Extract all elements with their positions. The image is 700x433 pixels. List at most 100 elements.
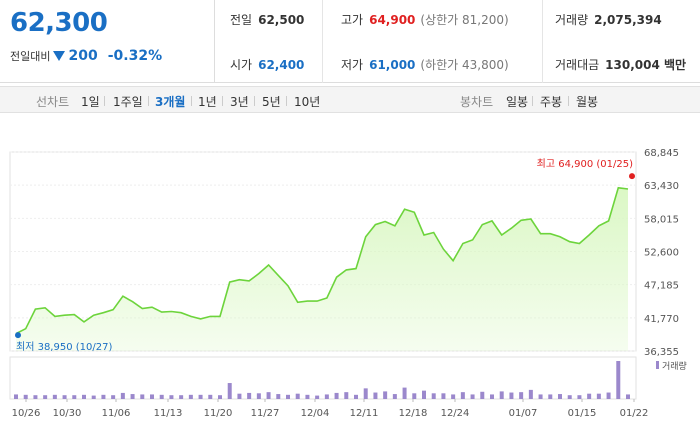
tab-candle-monthly[interactable]: 월봉 (576, 95, 599, 109)
volume-bar (596, 393, 601, 399)
volume-bar (373, 392, 378, 399)
stat-label: 고가 (341, 13, 364, 27)
volume-bar (354, 394, 358, 399)
stat-label: 시가 (230, 58, 253, 72)
volume-bar (208, 394, 213, 399)
quote-header: 62,300 전일대비 200 -0.32% 전일 62,500 시가 62,400… (0, 0, 700, 83)
volume-legend-swatch (656, 361, 659, 369)
tab-divider (254, 96, 255, 106)
volume-bar (324, 394, 329, 399)
volume-bar (538, 394, 543, 399)
volume-bar (159, 394, 164, 399)
high-marker (629, 173, 635, 180)
volume-bar (509, 392, 514, 399)
volume-bar (179, 395, 184, 399)
volume-bar (14, 394, 18, 399)
volume-bar (451, 394, 456, 399)
stat-prev-close: 전일 62,500 (230, 11, 304, 28)
x-tick-label: 12/18 (399, 408, 428, 419)
x-tick-label: 01/22 (620, 408, 649, 419)
volume-bar (169, 395, 174, 399)
volume-bar (315, 395, 320, 399)
stat-high: 고가 64,900 (상한가 81,200) (341, 11, 509, 28)
stat-value: 62,500 (258, 13, 305, 27)
line-chart-label: 선차트 (36, 95, 70, 109)
volume-bar (392, 394, 397, 399)
stat-open: 시가 62,400 (230, 56, 304, 73)
volume-bar (558, 394, 562, 399)
volume-bar (286, 394, 290, 399)
volume-bar (548, 394, 553, 399)
stat-value: 2,075,394 (594, 13, 662, 27)
tab-period-1d[interactable]: 1일 (81, 95, 100, 109)
volume-bar (460, 392, 465, 399)
volume-bar (402, 387, 407, 399)
stat-label: 저가 (341, 58, 364, 72)
x-tick-label: 11/20 (204, 408, 233, 419)
tab-divider (222, 96, 223, 106)
tab-period-5y[interactable]: 5년 (262, 95, 281, 109)
tab-candle-daily[interactable]: 일봉 (506, 95, 529, 109)
stat-label: 거래대금 (555, 58, 600, 72)
tab-period-1w[interactable]: 1주일 (113, 95, 143, 109)
volume-bar (120, 392, 125, 399)
x-tick-label: 10/26 (12, 408, 41, 419)
volume-bar (344, 392, 349, 399)
volume-bar (499, 391, 504, 399)
current-price: 62,300 (10, 8, 108, 38)
high-annotation: 최고 64,900 (01/25) (537, 158, 633, 170)
volume-legend-label: 거래량 (662, 360, 687, 372)
change-label: 전일대비 (10, 50, 51, 63)
column-divider (322, 0, 323, 83)
volume-plot-frame (9, 356, 637, 400)
candle-chart-label: 봉차트 (460, 95, 494, 109)
volume-bar (528, 389, 533, 399)
tab-period-3m[interactable]: 3개월 (155, 95, 186, 109)
volume-bar (140, 394, 145, 399)
change-percent: -0.32% (107, 48, 163, 64)
volume-bar (188, 394, 193, 399)
volume-bar (490, 394, 494, 399)
volume-bar (266, 392, 271, 399)
volume-bar (470, 394, 475, 399)
x-tick-label: 01/07 (509, 408, 538, 419)
volume-bar (227, 383, 232, 399)
x-tick-label: 01/15 (568, 408, 597, 419)
volume-bar (198, 394, 203, 399)
low-annotation: 최저 38,950 (10/27) (16, 341, 112, 353)
volume-bar (276, 394, 281, 399)
volume-bar (218, 395, 222, 399)
tab-divider (532, 96, 533, 106)
tab-period-10y[interactable]: 10년 (294, 95, 321, 109)
stat-amount: 거래대금 130,004 백만 (555, 56, 686, 73)
current-price-box: 62,300 전일대비 200 -0.32% (0, 0, 215, 83)
tab-period-3y[interactable]: 3년 (230, 95, 249, 109)
stat-sub: (하한가 43,800) (420, 58, 509, 72)
stat-volume: 거래량 2,075,394 (555, 11, 662, 28)
volume-bar (256, 393, 261, 399)
tab-period-1y[interactable]: 1년 (198, 95, 217, 109)
y-tick-label: 41,770 (644, 314, 679, 325)
volume-bar (130, 394, 135, 399)
volume-bar (587, 393, 592, 399)
column-divider (542, 0, 543, 83)
volume-bar (383, 391, 388, 399)
volume-bar (616, 361, 621, 399)
volume-bar (577, 395, 582, 399)
volume-bar (237, 393, 242, 399)
x-tick-label: 11/13 (154, 408, 183, 419)
low-marker (15, 332, 21, 339)
stat-value: 130,004 백만 (605, 58, 687, 72)
y-tick-label: 68,845 (644, 148, 679, 159)
stat-label: 거래량 (555, 13, 589, 27)
tab-candle-weekly[interactable]: 주봉 (540, 95, 563, 109)
x-tick-label: 12/24 (441, 408, 470, 419)
y-tick-label: 58,015 (644, 214, 679, 225)
volume-bar (305, 394, 310, 399)
volume-bar (62, 395, 67, 399)
y-tick-label: 52,600 (644, 248, 679, 259)
volume-bar (82, 394, 86, 399)
x-tick-label: 12/11 (350, 408, 379, 419)
change-amount: 200 (68, 48, 98, 64)
x-tick-label: 12/04 (301, 408, 330, 419)
